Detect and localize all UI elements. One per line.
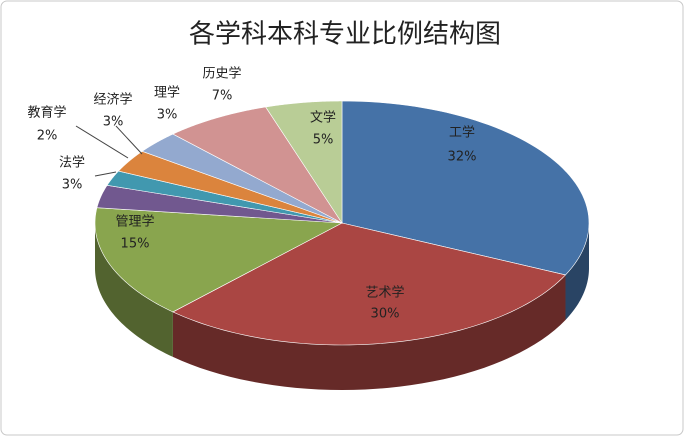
pie-slice	[96, 184, 343, 224]
value-label: 15%	[121, 237, 150, 252]
value-label: 2%	[37, 129, 58, 144]
pie-slice	[172, 222, 567, 346]
leader-line	[75, 125, 129, 159]
pie-slice	[265, 100, 343, 225]
value-label: 3%	[157, 108, 178, 123]
pie-slice	[341, 100, 590, 276]
category-label: 历史学	[202, 66, 241, 82]
value-label: 3%	[103, 115, 124, 130]
chart-title: 各学科本科专业比例结构图	[189, 20, 501, 50]
category-label: 文学	[310, 110, 336, 126]
category-label: 艺术学	[365, 285, 404, 301]
category-label: 法学	[59, 155, 85, 171]
pie-slice-side	[95, 223, 173, 357]
category-label: 理学	[154, 85, 180, 101]
pie-sides	[95, 223, 589, 390]
pie-slice	[94, 207, 344, 313]
leader-line	[94, 171, 117, 177]
pie-slice	[141, 133, 343, 224]
value-label: 32%	[448, 150, 477, 165]
value-label: 5%	[313, 133, 334, 148]
value-label: 30%	[371, 307, 400, 322]
category-label: 教育学	[27, 105, 66, 121]
pie-slice	[117, 150, 343, 224]
value-label: 3%	[62, 178, 83, 193]
pie-tops	[94, 100, 590, 346]
value-label: 7%	[212, 89, 233, 104]
category-label: 工学	[449, 125, 475, 141]
category-label: 经济学	[93, 92, 132, 108]
category-label: 管理学	[115, 214, 154, 230]
pie-slice	[172, 106, 343, 224]
leader-line	[115, 125, 143, 155]
pie-slice	[106, 170, 343, 224]
pie-slice-side	[172, 274, 566, 390]
pie-slice-side	[565, 223, 589, 320]
labels: 工学 32% 艺术学 30% 管理学 15% 法学 3% 教育学 2% 经济学 3% 理学 3% 历史学 7%…	[27, 66, 476, 322]
